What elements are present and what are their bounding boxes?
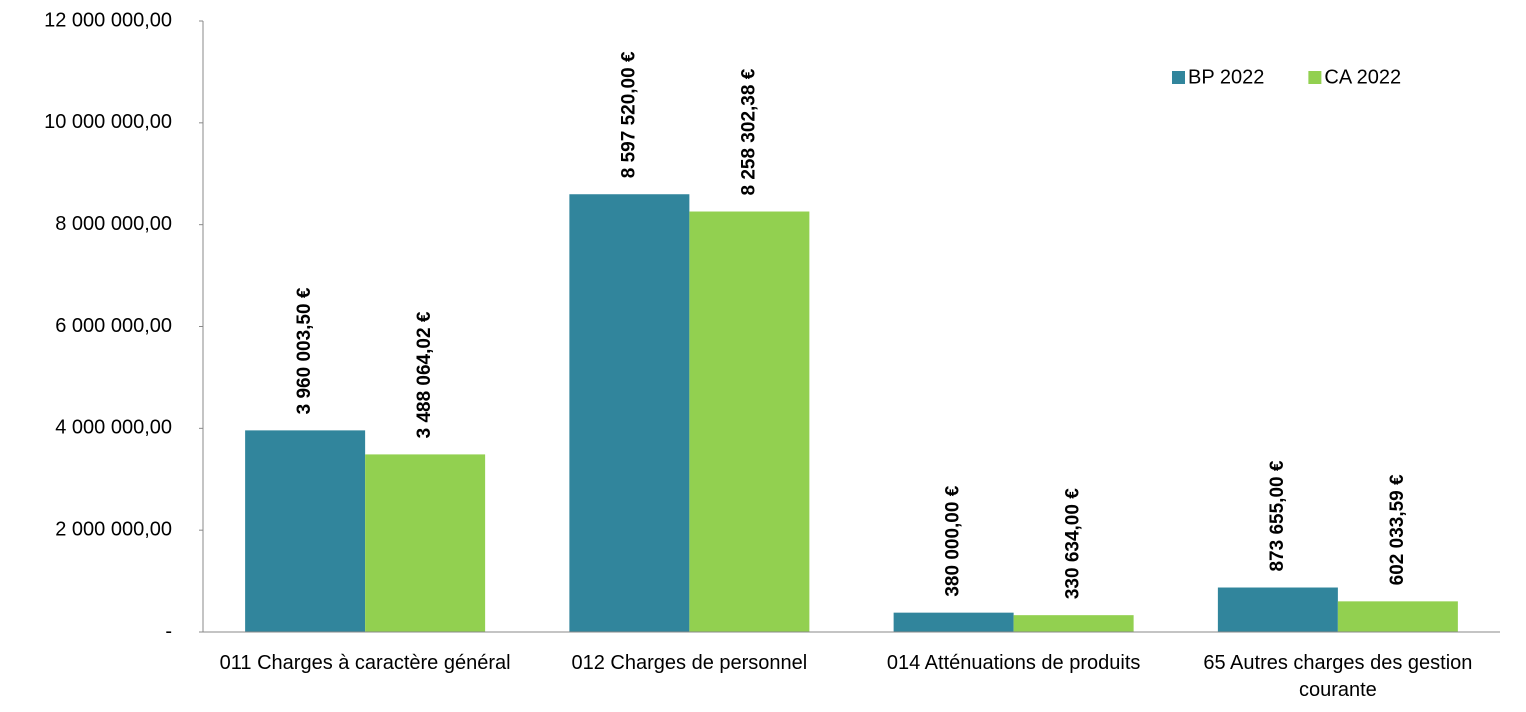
y-tick-label: 12 000 000,00 [44, 9, 172, 31]
y-tick-label: 8 000 000,00 [55, 213, 172, 235]
data-label: 602 033,59 € [1387, 474, 1408, 585]
bar [1337, 601, 1458, 632]
data-label: 330 634,00 € [1063, 488, 1084, 599]
data-label: 380 000,00 € [943, 485, 964, 596]
y-tick-label: - [165, 620, 172, 642]
bar [1013, 615, 1134, 632]
data-label: 3 488 064,02 € [414, 311, 435, 438]
bar [893, 612, 1014, 632]
legend-label: CA 2022 [1324, 66, 1401, 88]
y-tick-label: 10 000 000,00 [44, 111, 172, 133]
bar [245, 430, 366, 632]
x-tick-label: 011 Charges à caractère général [219, 652, 511, 674]
bar [365, 454, 486, 632]
bar [569, 194, 690, 633]
legend-swatch [1172, 71, 1185, 84]
x-tick-label: 65 Autres charges des gestion courante [1203, 652, 1473, 701]
y-tick-label: 2 000 000,00 [55, 518, 172, 540]
legend-swatch [1308, 71, 1322, 84]
data-label: 3 960 003,50 € [294, 287, 315, 414]
y-tick-label: 6 000 000,00 [55, 315, 172, 337]
data-label: 8 258 302,38 € [738, 68, 759, 195]
data-label: 873 655,00 € [1267, 460, 1288, 571]
x-tick-label: 014 Atténuations de produits [886, 652, 1141, 674]
legend-label: BP 2022 [1188, 66, 1264, 88]
bar [689, 211, 810, 632]
y-tick-label: 4 000 000,00 [55, 417, 172, 439]
data-label: 8 597 520,00 € [618, 51, 639, 178]
bar [1217, 587, 1338, 632]
x-tick-label: 012 Charges de personnel [571, 652, 808, 674]
